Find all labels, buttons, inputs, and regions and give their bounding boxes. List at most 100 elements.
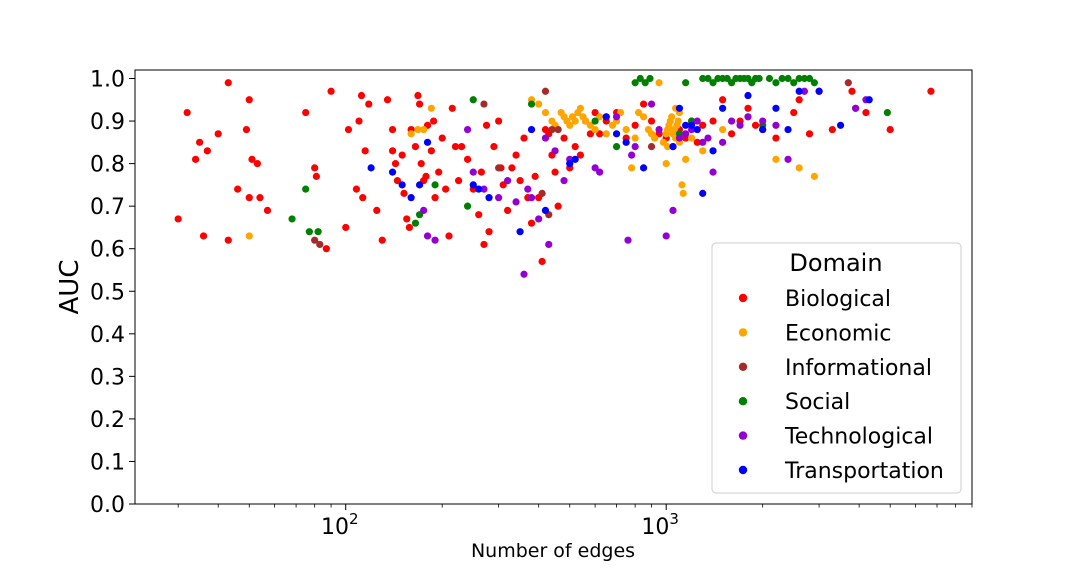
point-economic-1	[407, 130, 415, 138]
point-economic-14	[566, 121, 574, 129]
point-informational-8	[554, 125, 562, 134]
point-technological-35	[719, 138, 727, 146]
point-transportation-12	[566, 160, 574, 168]
point-economic-38	[662, 160, 670, 168]
point-technological-32	[699, 138, 707, 146]
point-biological-80	[538, 257, 546, 266]
point-transportation-4	[415, 181, 424, 189]
point-biological-10	[242, 125, 251, 134]
point-social-22	[709, 79, 717, 87]
point-biological-11	[245, 96, 253, 104]
point-transportation-27	[784, 125, 792, 134]
point-technological-11	[527, 194, 536, 202]
point-biological-121	[927, 87, 935, 95]
point-technological-14	[545, 240, 553, 249]
point-biological-2	[191, 155, 200, 163]
point-biological-56	[448, 104, 456, 112]
point-social-2	[305, 228, 313, 236]
point-biological-38	[400, 189, 408, 197]
point-transportation-25	[759, 125, 767, 134]
point-social-33	[755, 74, 763, 83]
point-biological-88	[571, 142, 579, 151]
legend-label-informational: Informational	[785, 356, 932, 381]
point-economic-7	[541, 108, 550, 117]
point-biological-65	[482, 121, 491, 129]
point-technological-15	[551, 147, 559, 155]
y-tick-label-4: 0.4	[90, 323, 125, 348]
point-biological-8	[224, 79, 232, 87]
point-economic-48	[674, 117, 682, 125]
point-transportation-30	[836, 121, 845, 129]
point-transportation-9	[516, 228, 524, 236]
point-transportation-2	[398, 181, 406, 189]
point-biological-59	[458, 142, 466, 151]
point-social-10	[591, 117, 599, 125]
legend-label-technological: Technological	[784, 425, 933, 450]
point-biological-14	[253, 160, 261, 168]
point-social-44	[883, 108, 891, 117]
point-transportation-17	[639, 164, 648, 172]
point-social-1	[302, 185, 310, 193]
point-technological-36	[728, 117, 736, 125]
point-social-43	[810, 79, 818, 87]
point-economic-31	[634, 108, 643, 117]
legend-marker-transportation	[738, 465, 748, 475]
point-biological-25	[355, 117, 363, 125]
point-informational-2	[480, 100, 488, 108]
point-social-13	[631, 79, 639, 87]
point-biological-34	[388, 125, 397, 134]
point-biological-118	[848, 87, 856, 95]
point-biological-12	[245, 194, 253, 202]
point-social-38	[784, 74, 792, 83]
point-economic-2	[414, 125, 422, 134]
point-biological-115	[805, 130, 814, 138]
point-biological-35	[391, 160, 400, 168]
point-technological-9	[520, 270, 528, 278]
data-points	[174, 74, 935, 278]
point-economic-58	[772, 155, 780, 163]
point-biological-67	[490, 142, 498, 151]
point-technological-34	[709, 168, 717, 176]
point-transportation-32	[682, 121, 690, 129]
point-technological-5	[480, 185, 488, 193]
point-biological-51	[431, 194, 439, 202]
point-transportation-15	[612, 130, 621, 138]
point-technological-22	[628, 151, 636, 159]
point-transportation-7	[475, 185, 483, 193]
point-biological-29	[365, 100, 373, 108]
point-biological-32	[383, 96, 392, 104]
point-biological-98	[639, 100, 648, 108]
point-social-8	[469, 96, 477, 104]
point-biological-105	[709, 117, 717, 125]
point-biological-104	[699, 121, 707, 129]
point-biological-52	[435, 168, 443, 176]
legend-marker-economic	[738, 328, 748, 337]
point-economic-4	[427, 104, 435, 112]
point-biological-30	[373, 206, 381, 215]
point-biological-60	[463, 155, 472, 163]
point-economic-20	[581, 117, 590, 125]
point-social-18	[682, 79, 690, 87]
point-informational-9	[647, 142, 656, 151]
point-technological-25	[655, 125, 663, 134]
point-biological-124	[693, 138, 701, 146]
point-economic-23	[596, 113, 604, 121]
point-transportation-16	[622, 138, 630, 146]
point-informational-3	[495, 164, 503, 172]
point-biological-17	[302, 108, 310, 117]
point-biological-4	[199, 232, 208, 240]
point-technological-42	[800, 87, 809, 95]
point-technological-29	[682, 130, 690, 138]
point-biological-40	[405, 223, 413, 232]
point-social-4	[411, 219, 420, 227]
point-transportation-24	[744, 91, 752, 100]
point-informational-7	[548, 125, 556, 134]
point-biological-50	[429, 117, 438, 125]
point-transportation-5	[423, 138, 432, 146]
point-biological-20	[322, 245, 330, 253]
point-biological-117	[828, 125, 836, 134]
point-economic-59	[795, 164, 803, 172]
point-biological-93	[596, 130, 604, 138]
point-biological-112	[772, 134, 780, 142]
legend-label-social: Social	[785, 390, 850, 415]
